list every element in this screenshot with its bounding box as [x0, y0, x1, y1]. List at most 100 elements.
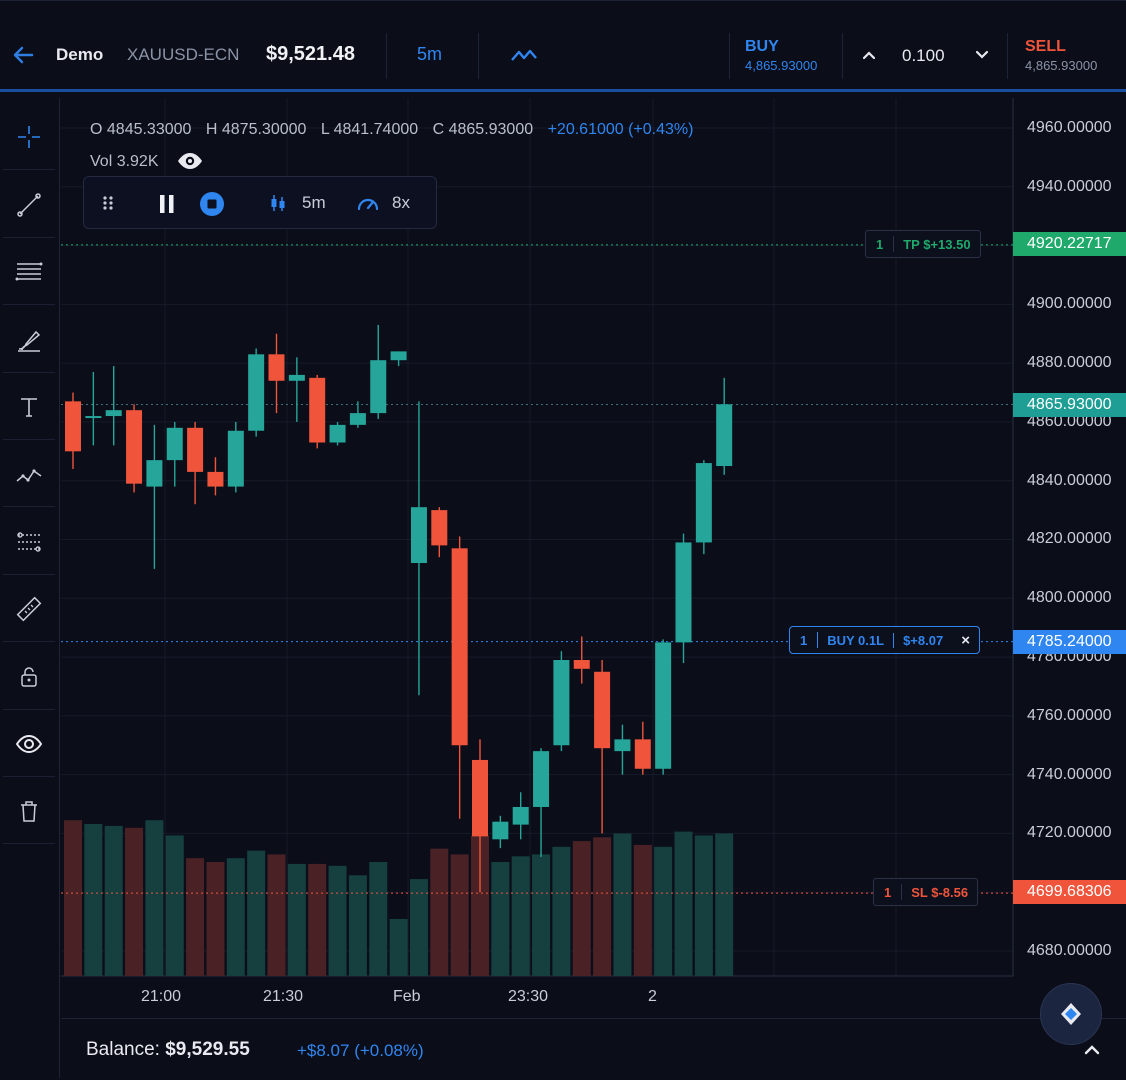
- volume-bar: [674, 831, 693, 976]
- back-arrow-icon[interactable]: [10, 41, 38, 69]
- ohlc-open: O 4845.33000: [90, 121, 192, 138]
- pause-icon[interactable]: [158, 194, 176, 214]
- volume-bar: [226, 858, 245, 976]
- candlestick-chart[interactable]: [61, 98, 1126, 1018]
- volume-bar: [308, 863, 327, 976]
- volume-bar: [206, 862, 225, 976]
- fib-levels-icon[interactable]: [3, 239, 55, 305]
- candle-body: [614, 739, 631, 752]
- balance-value: $9,529.55: [165, 1039, 250, 1060]
- candle-body: [370, 360, 387, 414]
- price-axis-label: 4940.00000: [1027, 178, 1112, 195]
- price-axis-label: 4960.00000: [1027, 119, 1112, 136]
- candle-timeframe-icon[interactable]: [268, 193, 288, 213]
- brush-icon[interactable]: [3, 307, 55, 373]
- lot-size-input[interactable]: 0.100: [902, 46, 945, 65]
- tp-text: TP $+13.50: [903, 236, 971, 252]
- divider: [842, 33, 843, 79]
- candle-body: [105, 410, 122, 417]
- projection-icon[interactable]: [3, 509, 55, 575]
- candle-body: [85, 416, 102, 419]
- price-axis-label: 4820.00000: [1027, 530, 1112, 547]
- chevron-up-icon[interactable]: [861, 47, 877, 63]
- volume-bar: [369, 862, 388, 976]
- trend-line-icon[interactable]: [3, 172, 55, 238]
- price-axis-label: 4880.00000: [1027, 354, 1112, 371]
- volume-bar: [450, 854, 469, 976]
- volume-bar: [430, 848, 449, 976]
- volume-bar: [613, 833, 632, 976]
- time-axis-label: Feb: [393, 988, 421, 1005]
- stop-icon[interactable]: [199, 191, 225, 217]
- lock-icon[interactable]: [3, 644, 55, 710]
- account-type[interactable]: Demo: [56, 45, 104, 64]
- price-axis-label: 4760.00000: [1027, 707, 1112, 724]
- eye-icon[interactable]: [3, 711, 55, 777]
- ohlc-high: H 4875.30000: [205, 121, 307, 138]
- volume-bar: [64, 820, 82, 976]
- volume-bar: [125, 827, 144, 976]
- sell-button[interactable]: SELL 4,865.93000: [1025, 38, 1097, 73]
- volume-bar: [186, 858, 205, 976]
- ohlc-change: +20.61000 (+0.43%): [547, 121, 694, 138]
- take-profit-tag[interactable]: 1 TP $+13.50: [865, 230, 981, 258]
- sell-label: SELL: [1025, 38, 1066, 55]
- indicators-icon[interactable]: [509, 43, 539, 67]
- price-chart[interactable]: [61, 98, 1126, 1018]
- text-icon[interactable]: [3, 374, 55, 440]
- ruler-icon[interactable]: [3, 576, 55, 642]
- buy-price-tag: 4785.24000: [1013, 630, 1126, 654]
- header-accent-line: [0, 89, 1126, 92]
- timeframe-selector[interactable]: 5m: [417, 44, 443, 64]
- eye-icon[interactable]: [176, 150, 204, 172]
- price-axis-label: 4680.00000: [1027, 942, 1112, 959]
- speedometer-icon[interactable]: [356, 192, 380, 214]
- top-bar: Demo XAUUSD-ECN $9,521.48 5m BUY 4,865.9…: [0, 0, 1126, 90]
- volume-bar: [84, 824, 103, 976]
- buy-price: 4,865.93000: [745, 58, 818, 73]
- drawing-toolbar: [0, 98, 60, 1078]
- volume-readout: Vol 3.92K: [90, 153, 159, 170]
- close-position-icon[interactable]: ×: [961, 631, 970, 649]
- pattern-icon[interactable]: [3, 441, 55, 507]
- candle-body: [655, 642, 672, 769]
- drag-handle-icon[interactable]: [102, 195, 114, 211]
- chevron-up-icon[interactable]: [1082, 1040, 1102, 1060]
- divider: [729, 33, 730, 79]
- volume-bar: [511, 856, 530, 976]
- volume-bar: [328, 865, 347, 976]
- tp-price-tag: 4920.22717: [1013, 232, 1126, 256]
- divider: [478, 33, 479, 79]
- sl-price-tag: 4699.68306: [1013, 880, 1126, 904]
- candle-body: [716, 404, 733, 467]
- replay-controls: 5m 8x: [83, 176, 437, 229]
- floating-pnl: +$8.07 (+0.08%): [297, 1041, 424, 1060]
- candle-body: [410, 507, 427, 564]
- replay-timeframe[interactable]: 5m: [302, 193, 326, 212]
- broker-menu-button[interactable]: [1040, 983, 1102, 1045]
- candle-body: [675, 542, 692, 643]
- stop-loss-tag[interactable]: 1 SL $-8.56: [873, 878, 979, 906]
- footer-divider: [61, 1018, 1126, 1019]
- buy-button[interactable]: BUY 4,865.93000: [745, 38, 817, 73]
- header-balance: $9,521.48: [266, 43, 355, 65]
- buy-pnl: $+8.07: [903, 632, 944, 648]
- volume-bar: [165, 835, 184, 976]
- candle-body: [512, 806, 529, 825]
- current-price-tag: 4865.93000: [1013, 393, 1126, 417]
- trash-icon[interactable]: [3, 778, 55, 844]
- divider: [386, 33, 387, 79]
- candle-body: [533, 751, 550, 807]
- divider: [1007, 33, 1008, 79]
- replay-speed[interactable]: 8x: [392, 193, 410, 212]
- price-axis-label: 4900.00000: [1027, 295, 1112, 312]
- crosshair-icon[interactable]: [3, 104, 55, 170]
- symbol-name[interactable]: XAUUSD-ECN: [127, 45, 240, 64]
- buy-position-tag[interactable]: 1 BUY 0.1L $+8.07 ×: [789, 626, 980, 654]
- candle-body: [166, 427, 183, 461]
- volume-bar: [491, 862, 510, 976]
- volume-bar: [471, 835, 489, 976]
- price-axis-label: 4720.00000: [1027, 824, 1112, 841]
- price-axis-label: 4840.00000: [1027, 472, 1112, 489]
- chevron-down-icon[interactable]: [974, 47, 990, 63]
